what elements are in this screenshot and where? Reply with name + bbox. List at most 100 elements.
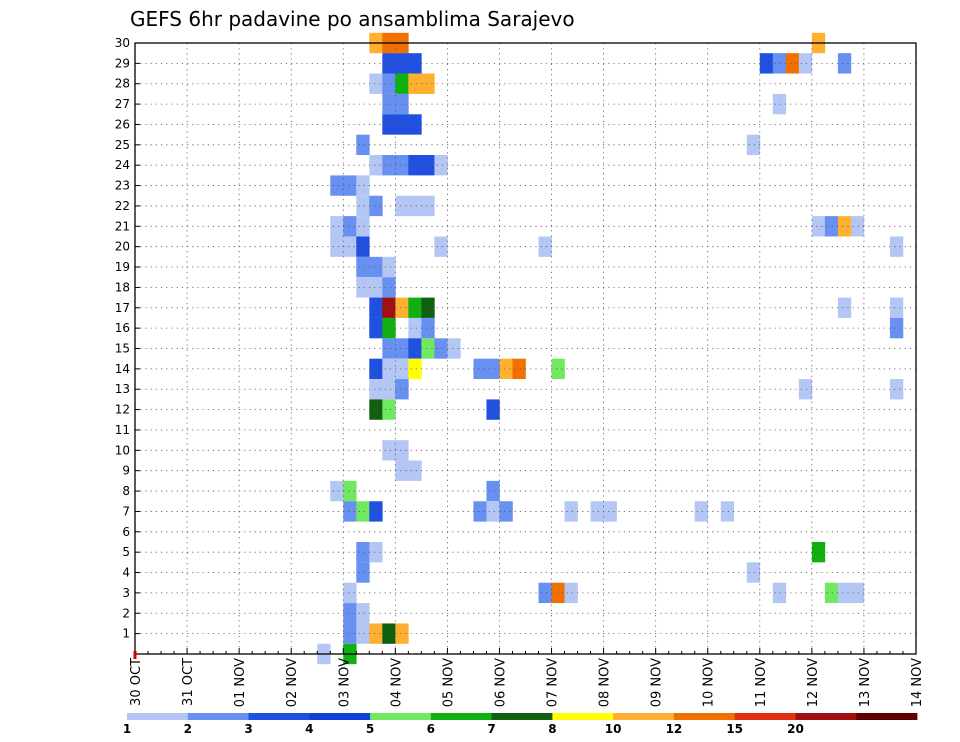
heatmap-cell xyxy=(356,562,370,583)
heatmap-cell xyxy=(772,93,787,115)
y-tick-label: 24 xyxy=(115,158,130,172)
heatmap-cell xyxy=(356,256,370,278)
colorbar-swatch xyxy=(127,713,189,720)
heatmap-cell xyxy=(369,317,383,339)
heatmap-cell xyxy=(850,582,865,604)
start-time-marker xyxy=(133,651,137,659)
heatmap-cell xyxy=(889,317,904,339)
heatmap-cell xyxy=(330,236,344,257)
y-tick-label: 23 xyxy=(115,179,130,193)
x-tick-label: 12 NOV xyxy=(806,658,821,707)
heatmap-cell xyxy=(356,623,370,644)
x-tick-label: 05 NOV xyxy=(441,658,456,707)
heatmap-cell xyxy=(824,216,839,237)
heatmap-cell xyxy=(395,623,409,644)
heatmap-cell xyxy=(395,114,409,135)
heatmap-cell xyxy=(434,338,448,359)
y-tick-label: 7 xyxy=(122,504,130,518)
heatmap-cell xyxy=(447,338,461,359)
heatmap-cell xyxy=(720,501,735,522)
colorbar-swatch xyxy=(430,713,493,720)
heatmap-cell xyxy=(382,317,396,339)
y-tick-label: 6 xyxy=(122,525,130,539)
y-tick-label: 18 xyxy=(115,280,130,294)
x-tick-label: 14 NOV xyxy=(910,658,925,707)
heatmap-cell xyxy=(486,501,500,522)
heatmap-cell xyxy=(434,155,448,176)
heatmap-cell xyxy=(395,155,409,176)
y-tick-label: 16 xyxy=(115,321,130,335)
x-tick-label: 07 NOV xyxy=(546,658,561,707)
colorbar-label: 12 xyxy=(666,722,683,736)
heatmap-cell xyxy=(408,114,422,135)
heatmap-cell xyxy=(499,501,513,522)
heatmap-cell xyxy=(408,358,422,380)
heatmap-cell xyxy=(395,93,409,115)
heatmap-cell xyxy=(369,399,383,420)
heatmap-cell xyxy=(395,297,409,318)
heatmap-cell xyxy=(356,603,370,624)
heatmap-cell xyxy=(343,480,357,502)
colorbar-swatch xyxy=(248,713,310,720)
heatmap-cell xyxy=(434,236,448,257)
colorbar-swatch xyxy=(187,713,249,720)
heatmap-cell xyxy=(837,53,852,74)
heatmap-cell xyxy=(369,358,383,380)
heatmap-cell xyxy=(811,216,826,237)
heatmap-cell xyxy=(603,501,617,522)
colorbar-label: 8 xyxy=(548,722,556,736)
y-tick-label: 11 xyxy=(115,423,130,437)
y-tick-label: 27 xyxy=(115,97,130,111)
heatmap-cell xyxy=(421,297,435,318)
heatmap-cell xyxy=(343,175,357,196)
heatmap-cell xyxy=(369,256,383,278)
colorbar-swatch xyxy=(491,713,553,720)
heatmap-cell xyxy=(395,73,409,94)
heatmap-cell xyxy=(473,358,487,380)
colorbar-label: 1 xyxy=(123,722,131,736)
colorbar-swatch xyxy=(552,713,614,720)
heatmap-cell xyxy=(785,53,800,74)
y-tick-label: 13 xyxy=(115,382,130,396)
heatmap-cell xyxy=(330,480,344,502)
heatmap-cell xyxy=(538,582,552,604)
heatmap-cell xyxy=(564,501,578,522)
heatmap-cell xyxy=(369,195,383,217)
heatmap-cell xyxy=(811,541,826,563)
heatmap-cell xyxy=(356,134,370,156)
heatmap-cell xyxy=(889,379,904,400)
x-tick-label: 06 NOV xyxy=(493,658,508,707)
y-tick-label: 9 xyxy=(122,464,130,478)
heatmap-cell xyxy=(356,277,370,298)
heatmap-cell xyxy=(395,379,409,400)
heatmap-cell xyxy=(889,297,904,318)
heatmap-cell xyxy=(382,277,396,298)
colorbar-label: 15 xyxy=(726,722,743,736)
heatmap-cell xyxy=(369,155,383,176)
y-tick-label: 8 xyxy=(122,484,130,498)
heatmap-cell xyxy=(408,53,422,74)
heatmap-cell xyxy=(369,541,383,563)
x-axis: 30 OCT 31 OCT 01 NOV 02 NOV 03 NOV 04 NOV 05 N… xyxy=(129,648,925,707)
heatmap-cell xyxy=(486,480,500,502)
heatmap-cell xyxy=(382,256,396,278)
heatmap-cell xyxy=(408,338,422,359)
y-tick-label: 20 xyxy=(115,240,130,254)
heatmap-cell xyxy=(343,623,357,644)
heatmap-cell xyxy=(343,501,357,522)
y-tick-label: 19 xyxy=(115,260,130,274)
heatmap-cell xyxy=(382,440,396,461)
y-tick-label: 30 xyxy=(115,36,130,50)
heatmap-cell xyxy=(369,379,383,400)
y-tick-label: 26 xyxy=(115,117,130,131)
heatmap-cell xyxy=(486,358,500,380)
heatmap-cell xyxy=(837,297,852,318)
heatmap-cell xyxy=(356,236,370,257)
y-tick-label: 22 xyxy=(115,199,130,213)
heatmap-cell xyxy=(330,175,344,196)
x-tick-label: 08 NOV xyxy=(598,658,613,707)
x-tick-label: 11 NOV xyxy=(754,658,769,707)
heatmap-cell xyxy=(382,338,396,359)
colorbar-swatch xyxy=(309,713,371,720)
